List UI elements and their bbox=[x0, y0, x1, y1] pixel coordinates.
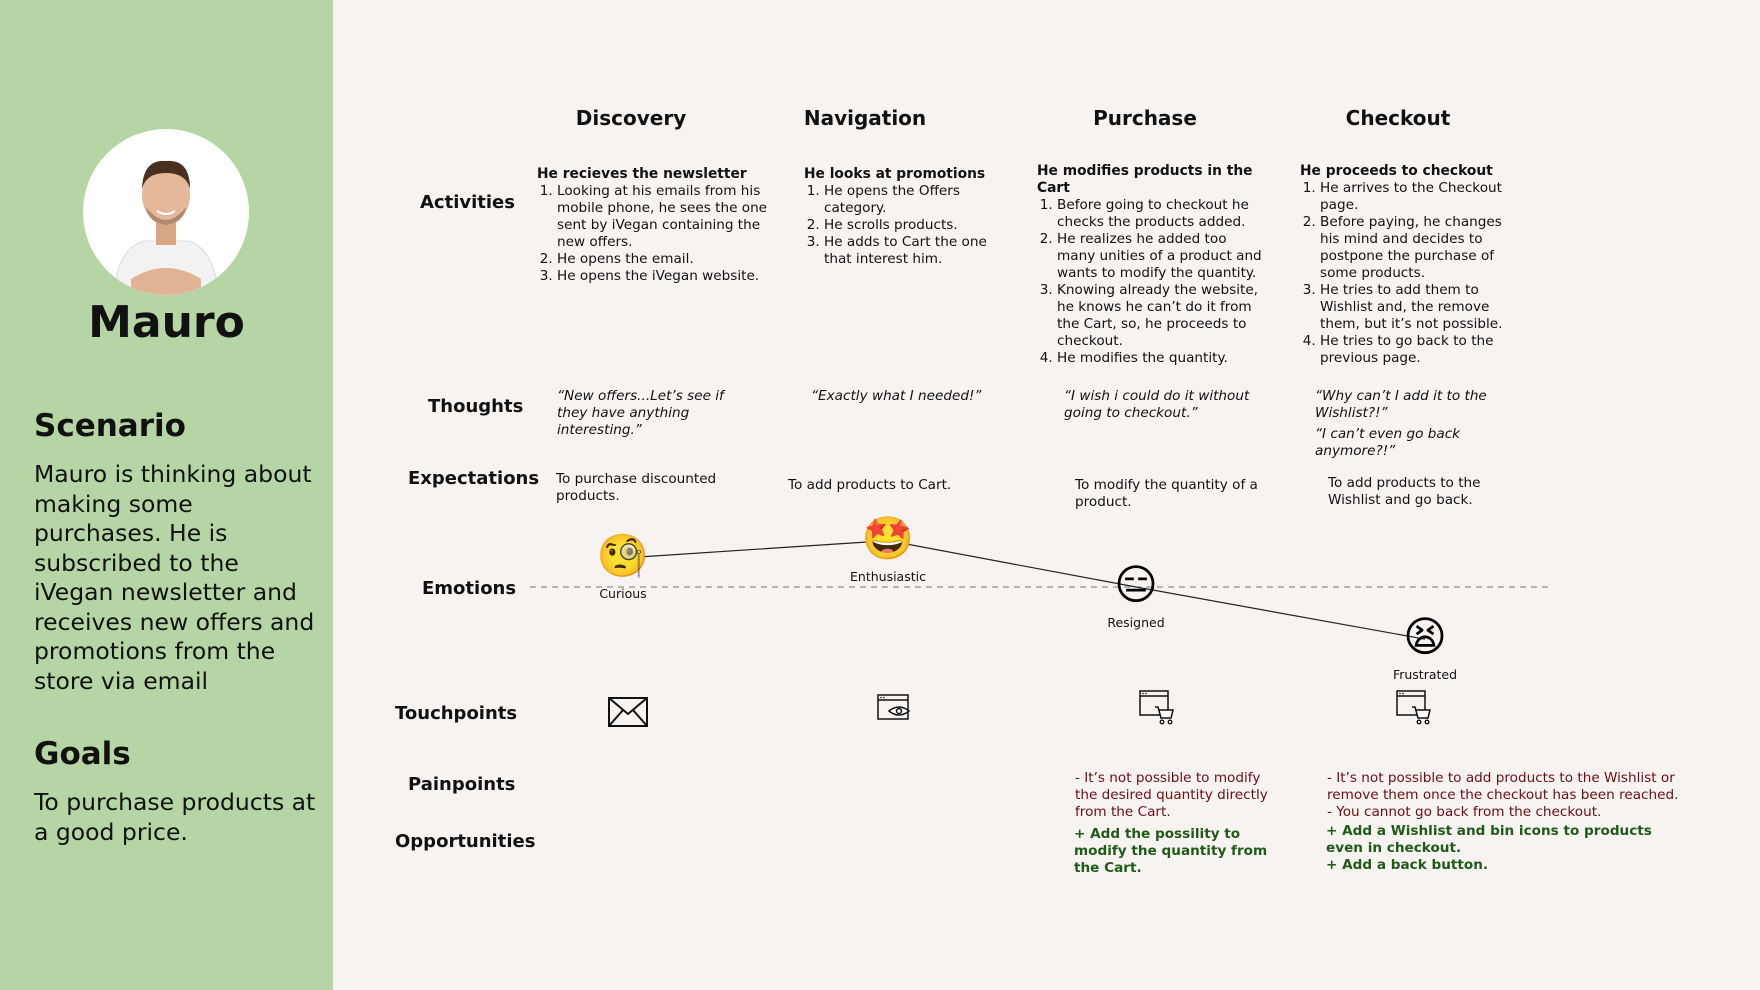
stage-discovery: Discovery bbox=[575, 106, 687, 130]
opportunity-checkout-2: + Add a back button. bbox=[1326, 857, 1489, 873]
activity-step: He scrolls products. bbox=[824, 217, 1004, 234]
goals-text: To purchase products at a good price. bbox=[34, 788, 316, 846]
emotion-label-frustrated: Frustrated bbox=[1392, 667, 1458, 683]
emotion-emoji-curious: 🧐 bbox=[597, 531, 649, 580]
row-label-expectations: Expectations bbox=[408, 468, 540, 489]
activity-title: He modifies products in the Cart bbox=[1037, 163, 1253, 196]
persona-sidebar: Mauro Scenario Mauro is thinking about m… bbox=[0, 0, 333, 990]
expectation-navigation: To add products to Cart. bbox=[788, 477, 952, 493]
browser-eye-icon bbox=[877, 694, 911, 720]
emotion-line bbox=[622, 539, 1426, 640]
thought-purchase: “I wish i could do it without going to c… bbox=[1064, 388, 1250, 421]
row-label-touchpoints: Touchpoints bbox=[395, 703, 518, 724]
stage-checkout: Checkout bbox=[1345, 106, 1451, 130]
row-label-activities: Activities bbox=[420, 192, 515, 213]
activity-step: He tries to add them to Wishlist and, th… bbox=[1320, 282, 1515, 333]
stage-navigation: Navigation bbox=[803, 106, 927, 130]
expectation-checkout: To add products to the Wishlist and go b… bbox=[1328, 475, 1481, 508]
envelope-icon bbox=[608, 697, 648, 727]
activity-step: Knowing already the website, he knows he… bbox=[1057, 282, 1269, 350]
activity-title: He looks at promotions bbox=[804, 166, 986, 182]
emotion-label-resigned: Resigned bbox=[1107, 615, 1165, 630]
thought-discovery: “New offers...Let’s see if they have any… bbox=[557, 388, 724, 438]
activity-step: Looking at his emails from his mobile ph… bbox=[557, 183, 772, 251]
row-label-emotions: Emotions bbox=[422, 578, 517, 599]
emotion-label-curious: Curious bbox=[599, 586, 647, 601]
thought-checkout-1: “Why can’t I add it to the Wishlist?!” bbox=[1315, 388, 1487, 421]
emotion-emoji-frustrated: 😫 bbox=[1403, 612, 1447, 661]
activity-navigation: He looks at promotions He opens the Offe… bbox=[804, 166, 1004, 268]
avatar bbox=[83, 129, 249, 295]
painpoint-checkout-2: - You cannot go back from the checkout. bbox=[1327, 804, 1602, 820]
activity-title: He proceeds to checkout bbox=[1300, 163, 1493, 179]
painpoint-checkout-1: - It’s not possible to add products to t… bbox=[1327, 770, 1679, 803]
painpoint-purchase: - It’s not possible to modify the desire… bbox=[1075, 770, 1268, 820]
emotion-label-enthusiastic: Enthusiastic bbox=[850, 568, 926, 584]
goals-title: Goals bbox=[34, 736, 131, 772]
activity-step: He opens the iVegan website. bbox=[557, 268, 772, 285]
activity-step: He opens the Offers category. bbox=[824, 183, 1004, 217]
activity-step: He modifies the quantity. bbox=[1057, 350, 1269, 367]
persona-name: Mauro bbox=[88, 297, 245, 348]
activity-step: He opens the email. bbox=[557, 251, 772, 268]
stage-purchase: Purchase bbox=[1093, 106, 1197, 130]
activity-discovery: He recieves the newsletter Looking at hi… bbox=[537, 166, 772, 285]
activity-title: He recieves the newsletter bbox=[537, 166, 747, 182]
thought-checkout-2: “I can’t even go back anymore?!” bbox=[1315, 426, 1461, 459]
activity-step: Before going to checkout he checks the p… bbox=[1057, 197, 1269, 231]
emotion-emoji-resigned: 😑 bbox=[1114, 560, 1158, 609]
emotion-emoji-enthusiastic: 🤩 bbox=[862, 514, 914, 563]
browser-cart-icon bbox=[1396, 690, 1431, 725]
opportunity-purchase: + Add the possility to modify the quanti… bbox=[1074, 826, 1268, 876]
activity-step: Before paying, he changes his mind and d… bbox=[1320, 214, 1515, 282]
row-label-opportunities: Opportunities bbox=[395, 831, 536, 852]
browser-cart-icon bbox=[1139, 690, 1174, 725]
row-label-thoughts: Thoughts bbox=[428, 396, 524, 417]
scenario-text: Mauro is thinking about making some purc… bbox=[34, 460, 315, 695]
activity-step: He adds to Cart the one that interest hi… bbox=[824, 234, 1004, 268]
activity-step: He tries to go back to the previous page… bbox=[1320, 333, 1515, 367]
expectation-purchase: To modify the quantity of a product. bbox=[1075, 477, 1258, 510]
person-photo-icon bbox=[83, 129, 249, 295]
expectation-discovery: To purchase discounted products. bbox=[556, 471, 717, 504]
activity-step: He arrives to the Checkout page. bbox=[1320, 180, 1515, 214]
activity-checkout: He proceeds to checkout He arrives to th… bbox=[1300, 163, 1515, 367]
activity-purchase: He modifies products in the Cart Before … bbox=[1037, 163, 1269, 367]
row-label-painpoints: Painpoints bbox=[408, 774, 516, 795]
scenario-title: Scenario bbox=[34, 408, 186, 444]
activity-step: He realizes he added too many unities of… bbox=[1057, 231, 1269, 282]
opportunity-checkout-1: + Add a Wishlist and bin icons to produc… bbox=[1326, 823, 1652, 856]
thought-navigation: “Exactly what I needed!” bbox=[811, 388, 982, 404]
